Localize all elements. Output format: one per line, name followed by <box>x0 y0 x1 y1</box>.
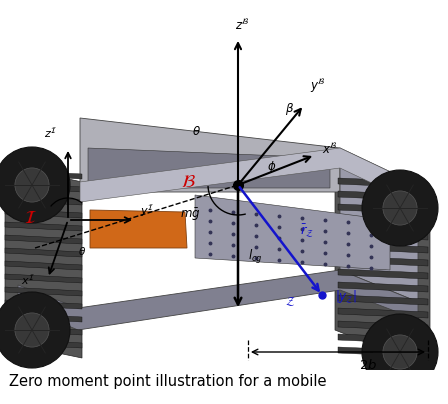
Polygon shape <box>195 195 390 270</box>
Text: $\mathcal{I}$: $\mathcal{I}$ <box>24 209 36 227</box>
Polygon shape <box>338 321 428 331</box>
Text: $\theta$: $\theta$ <box>78 245 86 257</box>
Polygon shape <box>338 204 428 214</box>
Polygon shape <box>338 230 428 240</box>
Polygon shape <box>338 256 428 266</box>
Polygon shape <box>338 347 428 357</box>
Text: $\mathcal{B}$: $\mathcal{B}$ <box>181 173 196 191</box>
Text: $2b$: $2b$ <box>359 358 377 372</box>
Polygon shape <box>338 282 428 292</box>
Circle shape <box>15 168 49 202</box>
Text: $z^\mathcal{I}$: $z^\mathcal{I}$ <box>43 126 56 140</box>
Polygon shape <box>80 148 418 205</box>
Polygon shape <box>5 274 82 283</box>
Text: $y^\mathcal{B}$: $y^\mathcal{B}$ <box>310 78 326 95</box>
Polygon shape <box>18 168 80 308</box>
Circle shape <box>0 147 70 223</box>
Polygon shape <box>338 295 428 305</box>
Polygon shape <box>338 334 428 344</box>
Text: $\beta$: $\beta$ <box>285 101 295 117</box>
Polygon shape <box>80 118 340 192</box>
Text: $x^\mathcal{I}$: $x^\mathcal{I}$ <box>21 273 35 287</box>
Text: $\bar{r}_\mathcal{Z}$: $\bar{r}_\mathcal{Z}$ <box>300 222 314 240</box>
Polygon shape <box>5 339 82 348</box>
Circle shape <box>15 313 49 347</box>
Polygon shape <box>5 222 82 231</box>
Polygon shape <box>18 270 418 330</box>
Polygon shape <box>335 160 430 368</box>
Polygon shape <box>5 261 82 270</box>
Polygon shape <box>5 248 82 257</box>
Circle shape <box>362 314 438 390</box>
Polygon shape <box>5 170 82 179</box>
Polygon shape <box>5 196 82 205</box>
Polygon shape <box>338 308 428 318</box>
Polygon shape <box>5 183 82 192</box>
Polygon shape <box>88 148 330 188</box>
Text: $\phi$: $\phi$ <box>267 159 277 175</box>
Polygon shape <box>90 210 187 248</box>
Polygon shape <box>5 165 82 358</box>
Text: $y^\mathcal{I}$: $y^\mathcal{I}$ <box>140 203 154 219</box>
Polygon shape <box>338 217 428 227</box>
Polygon shape <box>5 209 82 218</box>
Text: $\mathcal{Z}$: $\mathcal{Z}$ <box>284 295 295 308</box>
Polygon shape <box>340 148 418 302</box>
Text: $x^\mathcal{B}$: $x^\mathcal{B}$ <box>322 143 338 157</box>
Text: Zero moment point illustration for a mobile: Zero moment point illustration for a mob… <box>9 375 327 389</box>
Polygon shape <box>5 235 82 244</box>
Polygon shape <box>5 287 82 296</box>
Circle shape <box>383 191 417 225</box>
Polygon shape <box>338 191 428 201</box>
Polygon shape <box>338 243 428 253</box>
Circle shape <box>362 170 438 246</box>
Text: $m\bar{g}$: $m\bar{g}$ <box>180 206 200 223</box>
Polygon shape <box>338 178 428 188</box>
Polygon shape <box>338 269 428 279</box>
Polygon shape <box>5 300 82 309</box>
Text: $z^\mathcal{B}$: $z^\mathcal{B}$ <box>235 18 250 32</box>
Polygon shape <box>5 326 82 335</box>
Circle shape <box>0 292 70 368</box>
Text: $l_{cg}$: $l_{cg}$ <box>248 248 263 266</box>
Text: $\theta$: $\theta$ <box>191 125 201 138</box>
Polygon shape <box>5 313 82 322</box>
Circle shape <box>383 335 417 369</box>
Text: $|y_\mathcal{Z}|$: $|y_\mathcal{Z}|$ <box>335 288 357 305</box>
